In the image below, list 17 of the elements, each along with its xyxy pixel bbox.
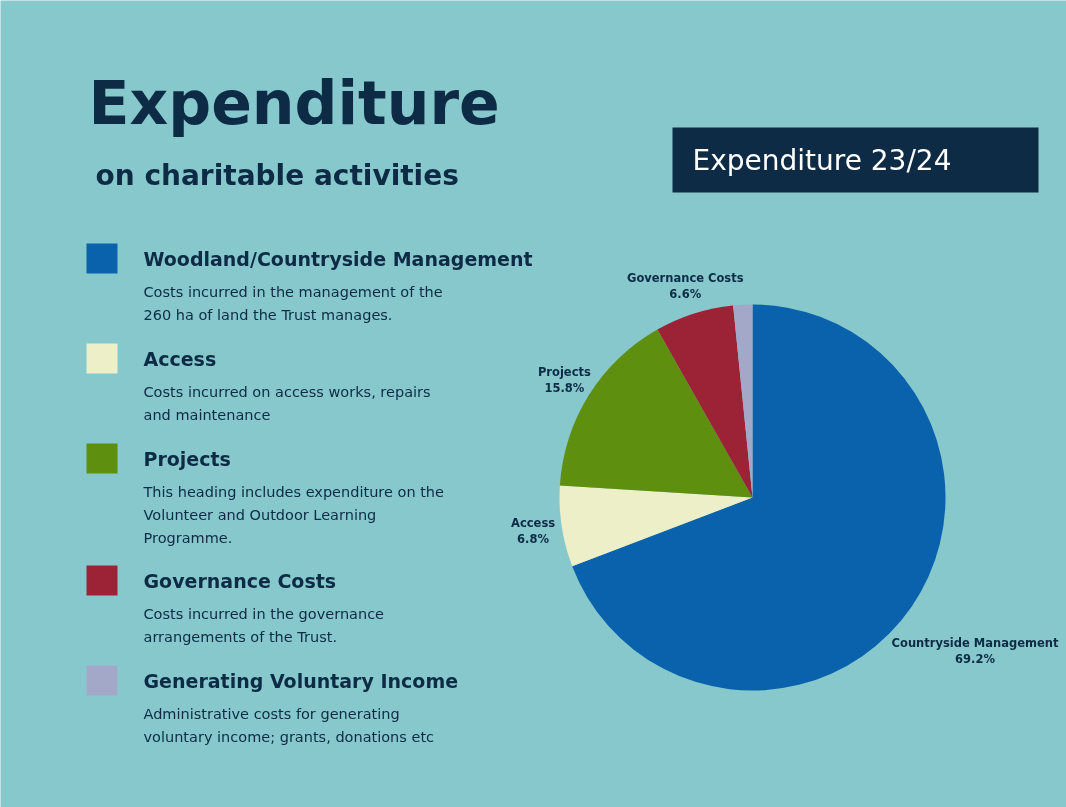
text: Costs incurred on access works, repairs and maintenance <box>143 383 431 423</box>
legend-label: Governance Costs <box>143 569 337 592</box>
legend-label: Generating Voluntary Income <box>143 669 459 692</box>
text: Administrative costs for generating voluntary income; grants, donations etc <box>143 705 435 745</box>
text: Costs incurred in the governance arrangements of the Trust. <box>143 605 385 645</box>
data-label: Access 6.8% <box>511 515 556 546</box>
legend-label: Woodland/Countryside Management <box>143 247 533 270</box>
text: Expenditure 23/24 <box>692 144 952 177</box>
data-label: Countryside Management 69.2% <box>891 635 1059 666</box>
legend-label: Projects <box>143 447 231 470</box>
text: This heading includes expenditure on the Volunteer and Outdoor Learning Programme. <box>142 483 445 546</box>
data-label: Projects 15.8% <box>537 364 591 395</box>
data-label: Governance Costs 6.6% <box>626 270 744 301</box>
legend-label: Access <box>143 347 217 370</box>
chart-subtitle: on charitable activities <box>95 159 459 192</box>
text: Costs incurred in the management of the 260 ha of land the Trust manages. <box>143 283 443 323</box>
chart-title: Expenditure <box>88 67 500 138</box>
